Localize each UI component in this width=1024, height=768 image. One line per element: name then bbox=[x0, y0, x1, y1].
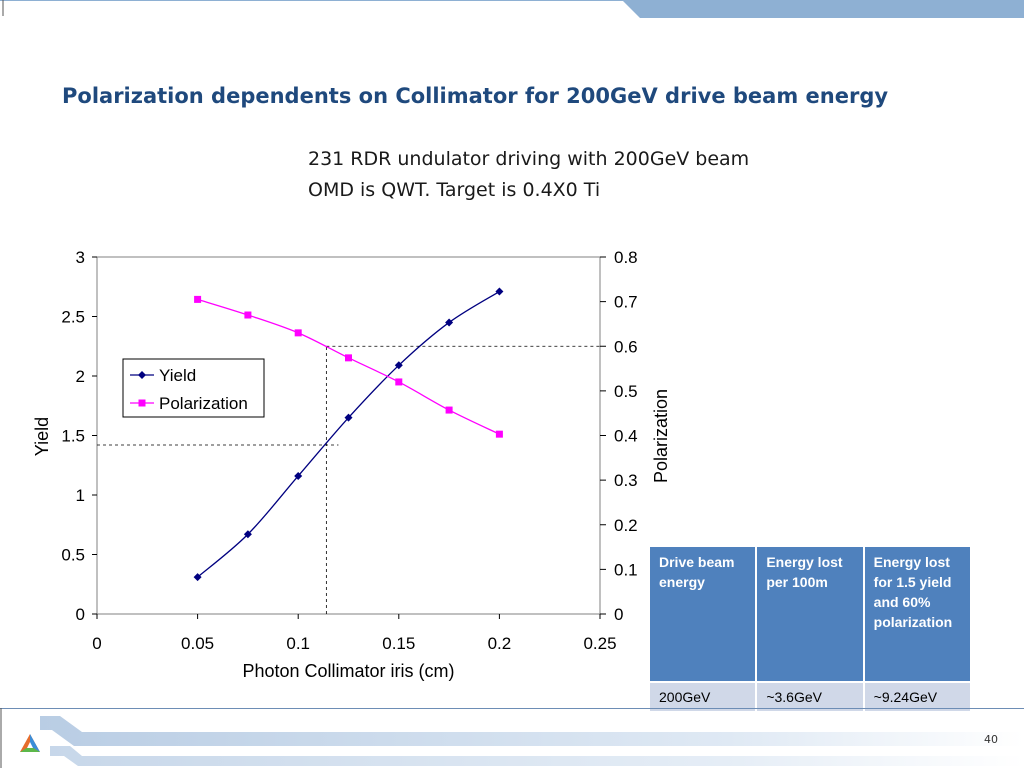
slide-title: Polarization dependents on Collimator fo… bbox=[62, 84, 889, 108]
data-point bbox=[345, 354, 352, 362]
table-header-row: Drive beam energy Energy lost per 100m E… bbox=[647, 545, 973, 683]
legend-label: Yield bbox=[159, 366, 196, 385]
data-point bbox=[244, 311, 252, 319]
x-tick-label: 0 bbox=[92, 634, 101, 653]
data-point bbox=[445, 406, 453, 414]
y2-tick-label: 0 bbox=[614, 605, 623, 624]
data-point bbox=[194, 295, 202, 303]
y2-tick-label: 0.4 bbox=[614, 427, 638, 446]
data-point bbox=[243, 530, 252, 539]
plot-area bbox=[96, 256, 601, 615]
data-point bbox=[495, 430, 503, 438]
x-axis-label: Photon Collimator iris (cm) bbox=[242, 661, 454, 681]
data-point bbox=[344, 413, 353, 422]
y2-axis-label: Polarization bbox=[651, 389, 671, 483]
y-tick-label: 0.5 bbox=[61, 546, 85, 565]
x-tick-label: 0.05 bbox=[181, 634, 214, 653]
logo-icon bbox=[20, 734, 40, 752]
data-point bbox=[394, 361, 403, 370]
y-tick-label: 2.5 bbox=[61, 308, 85, 327]
y-tick-label: 3 bbox=[76, 248, 85, 267]
y-tick-label: 2 bbox=[76, 367, 85, 386]
x-tick-label: 0.1 bbox=[286, 634, 310, 653]
table-header-cell: Energy lost per 100m bbox=[755, 545, 865, 683]
y2-tick-label: 0.7 bbox=[614, 293, 638, 312]
table-cell: 200GeV bbox=[647, 681, 758, 713]
legend-label: Polarization bbox=[159, 394, 248, 413]
data-point bbox=[294, 329, 302, 337]
y2-tick-label: 0.2 bbox=[614, 516, 638, 535]
data-point bbox=[445, 318, 454, 327]
x-tick-label: 0.15 bbox=[382, 634, 415, 653]
table-cell: ~9.24GeV bbox=[862, 681, 973, 713]
series-line bbox=[197, 290, 500, 578]
header-decoration bbox=[0, 0, 1024, 18]
page-number: 40 bbox=[984, 733, 998, 746]
y2-tick-label: 0.6 bbox=[614, 337, 638, 356]
table-header-cell: Drive beam energy bbox=[647, 545, 758, 683]
legend-marker bbox=[138, 371, 146, 379]
data-point bbox=[395, 378, 403, 386]
data-point bbox=[495, 287, 504, 296]
subtitle-line: 231 RDR undulator driving with 200GeV be… bbox=[308, 148, 750, 170]
y2-tick-label: 0.3 bbox=[614, 471, 638, 490]
y-tick-label: 0 bbox=[76, 605, 85, 624]
subtitle-line: OMD is QWT. Target is 0.4X0 Ti bbox=[308, 179, 601, 201]
legend bbox=[122, 358, 265, 418]
y2-tick-label: 0.1 bbox=[614, 560, 638, 579]
y2-tick-label: 0.8 bbox=[614, 248, 638, 267]
y-tick-label: 1 bbox=[76, 486, 85, 505]
table-header-cell: Energy lost for 1.5 yield and 60% polari… bbox=[862, 545, 973, 683]
data-point bbox=[193, 573, 202, 582]
table-cell: ~3.6GeV bbox=[755, 681, 865, 713]
y2-tick-label: 0.5 bbox=[614, 382, 638, 401]
energy-table: Drive beam energy Energy lost per 100m E… bbox=[647, 545, 973, 713]
table-row: 200GeV ~3.6GeV ~9.24GeV bbox=[647, 681, 973, 713]
x-tick-label: 0.2 bbox=[488, 634, 512, 653]
slide-subtitle: 231 RDR undulator driving with 200GeV be… bbox=[308, 144, 749, 206]
y-tick-label: 1.5 bbox=[61, 427, 85, 446]
footer-decoration bbox=[0, 708, 1024, 768]
x-tick-label: 0.25 bbox=[583, 634, 616, 653]
y-axis-label: Yield bbox=[32, 417, 52, 456]
data-point bbox=[294, 471, 303, 480]
legend-marker bbox=[138, 399, 146, 407]
